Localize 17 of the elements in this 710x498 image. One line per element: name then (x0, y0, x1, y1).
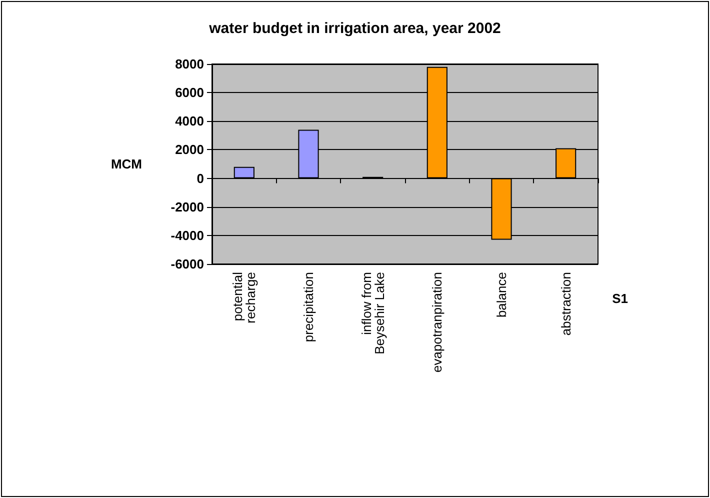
bar (234, 166, 254, 178)
y-tick-label: 8000 (175, 56, 204, 72)
x-tick-label: balance (494, 272, 509, 318)
y-tick-label: -4000 (170, 228, 204, 243)
y-tick-label: 4000 (175, 114, 204, 129)
x-tick-label: potential recharge (230, 272, 258, 324)
y-axis-title: MCM (110, 156, 142, 172)
x-tick-label: abstraction (558, 272, 574, 336)
chart-title: water budget in irrigation area, year 2002 (208, 20, 501, 37)
y-tick-label: -6000 (170, 256, 204, 272)
y-tick-label: 0 (196, 170, 204, 186)
y-tick-label: -2000 (170, 199, 204, 214)
x-tick-label: evapotranpiration (430, 272, 445, 372)
y-tick-label: 6000 (175, 85, 204, 100)
y-tick-label: 2000 (175, 142, 204, 158)
x-tick-label: precipitation (301, 272, 316, 342)
text: S1 (612, 291, 628, 306)
